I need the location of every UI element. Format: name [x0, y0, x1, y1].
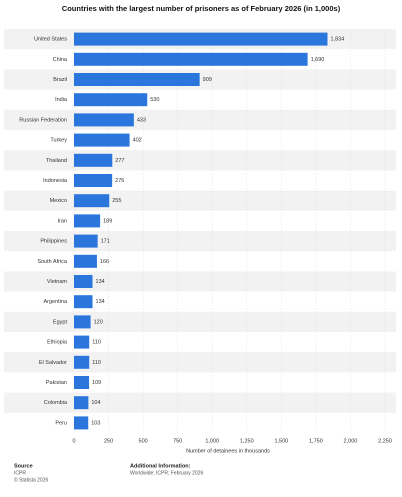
- x-tick-label: 2,000: [344, 438, 358, 444]
- y-tick-label: China: [53, 57, 68, 63]
- value-label: 433: [137, 117, 146, 123]
- y-tick-label: Colombia: [44, 400, 68, 406]
- y-tick-label: Philippines: [40, 239, 67, 245]
- x-tick-label: 2,250: [378, 438, 392, 444]
- value-label: 402: [133, 138, 142, 144]
- bar: [74, 315, 91, 329]
- bar: [74, 73, 200, 86]
- x-axis-label: Number of detainees in thousands: [186, 448, 270, 454]
- value-label: 104: [91, 400, 100, 406]
- info-heading: Additional Information:: [130, 463, 191, 469]
- row-band: [4, 231, 396, 252]
- x-tick-label: 1,750: [309, 438, 323, 444]
- value-label: 166: [100, 259, 109, 265]
- bar: [74, 113, 134, 127]
- y-tick-label: Mexico: [50, 198, 67, 204]
- bar: [74, 416, 89, 430]
- chart-title: Countries with the largest number of pri…: [62, 4, 341, 13]
- y-tick-label: El Salvador: [39, 360, 67, 366]
- x-tick-label: 0: [72, 438, 75, 444]
- bar: [74, 133, 130, 147]
- y-tick-label: Indonesia: [43, 178, 68, 184]
- y-tick-label: Egypt: [53, 319, 68, 325]
- bar: [74, 194, 110, 208]
- bar: [74, 355, 90, 369]
- y-tick-label: India: [55, 97, 68, 103]
- copyright: © Statista 2026: [14, 476, 48, 483]
- x-tick-label: 500: [139, 438, 148, 444]
- row-band: [4, 392, 396, 413]
- x-tick-label: 750: [173, 438, 182, 444]
- bar: [74, 52, 308, 66]
- value-label: 1,834: [330, 37, 344, 43]
- row-band: [4, 352, 396, 373]
- info: Worldwide; ICPR; February 2026: [130, 470, 203, 476]
- y-tick-label: Peru: [55, 420, 67, 426]
- x-tick-label: 250: [104, 438, 113, 444]
- source: ICPR: [14, 470, 26, 476]
- bar: [74, 295, 93, 309]
- x-tick-label: 1,500: [274, 438, 288, 444]
- source-heading: Source: [14, 463, 33, 469]
- y-tick-label: Vietnam: [47, 279, 67, 285]
- y-tick-label: United States: [34, 37, 67, 43]
- y-tick-label: South Africa: [37, 259, 68, 265]
- bar: [74, 93, 148, 107]
- value-label: 909: [203, 77, 212, 83]
- y-tick-label: Pakistan: [46, 380, 67, 386]
- value-label: 276: [115, 178, 124, 184]
- bar: [74, 254, 97, 268]
- bar: [74, 174, 113, 187]
- value-label: 103: [91, 420, 100, 426]
- value-label: 109: [92, 380, 101, 386]
- value-label: 110: [92, 360, 101, 366]
- row-band: [4, 271, 396, 292]
- y-tick-label: Thailand: [46, 158, 67, 164]
- value-label: 1,690: [311, 57, 325, 63]
- y-tick-label: Turkey: [50, 138, 67, 144]
- y-tick-label: Argentina: [43, 299, 67, 305]
- value-label: 277: [115, 158, 124, 164]
- y-tick-label: Brazil: [53, 77, 67, 83]
- x-tick-label: 1,250: [240, 438, 254, 444]
- value-label: 110: [92, 340, 101, 346]
- bar: [74, 335, 90, 349]
- value-label: 134: [96, 279, 105, 285]
- bar: [74, 234, 98, 248]
- y-tick-label: Ethiopia: [47, 340, 68, 346]
- bar: [74, 153, 113, 167]
- bar: [74, 275, 93, 288]
- bar: [74, 32, 328, 46]
- row-band: [4, 311, 396, 332]
- value-label: 171: [101, 239, 110, 245]
- value-label: 255: [112, 198, 121, 204]
- value-label: 134: [96, 299, 105, 305]
- bar: [74, 376, 90, 389]
- y-tick-label: Russian Federation: [19, 117, 67, 123]
- bar: [74, 396, 89, 410]
- bar: [74, 214, 101, 228]
- x-tick-label: 1,000: [205, 438, 219, 444]
- value-label: 189: [103, 218, 112, 224]
- value-label: 120: [94, 319, 103, 325]
- value-label: 530: [150, 97, 159, 103]
- y-tick-label: Iran: [58, 218, 67, 224]
